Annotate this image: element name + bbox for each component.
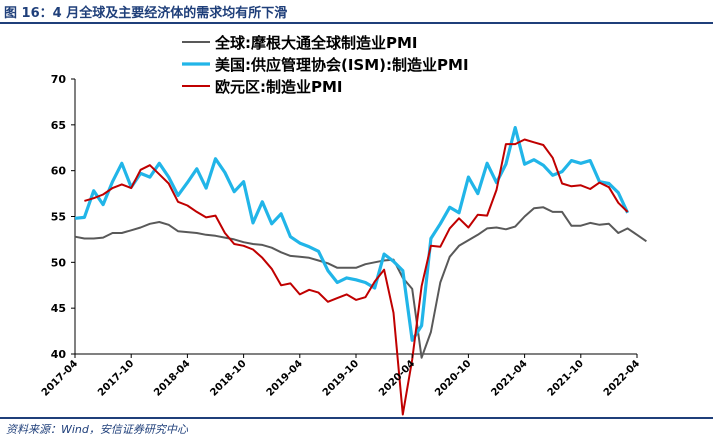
x-tick-label: 2022-04 — [602, 358, 642, 398]
footer-divider — [0, 417, 713, 419]
x-tick-label: 2018-04 — [152, 358, 192, 398]
series-line-3 — [84, 138, 629, 416]
series-line-1 — [74, 206, 647, 359]
x-tick-label: 2019-04 — [265, 358, 305, 398]
x-axis-ticks: 2017-04 2017-10 2018-04 2018-10 2019-04 2019-… — [40, 354, 642, 399]
y-tick-label: 40 — [51, 348, 67, 361]
y-tick-label: 60 — [51, 165, 67, 178]
chart-axes — [74, 79, 637, 355]
chart-series — [74, 125, 647, 416]
series-line-2 — [74, 125, 630, 342]
legend-label: 美国:供应管理协会(ISM):制造业PMI — [215, 56, 469, 74]
legend-label: 全球:摩根大通全球制造业PMI — [214, 34, 418, 52]
legend-label: 欧元区:制造业PMI — [215, 78, 343, 96]
y-tick-label: 45 — [51, 302, 66, 315]
y-axis-ticks: 40 45 50 55 60 65 70 — [51, 73, 75, 361]
y-tick-label: 65 — [51, 119, 66, 132]
chart-legend: 全球:摩根大通全球制造业PMI 美国:供应管理协会(ISM):制造业PMI 欧元区:… — [182, 34, 469, 96]
figure-title: 图 16：4 月全球及主要经济体的需求均有所下滑 — [4, 6, 288, 21]
source-note: 资料来源：Wind，安信证券研究中心 — [6, 423, 188, 436]
x-tick-label: 2020-10 — [433, 358, 473, 398]
x-tick-label: 2021-04 — [489, 358, 529, 398]
x-tick-label: 2018-10 — [208, 358, 248, 398]
x-tick-label: 2017-04 — [40, 358, 80, 398]
y-tick-label: 50 — [51, 256, 67, 269]
x-tick-label: 2017-10 — [96, 358, 136, 398]
x-tick-label: 2021-10 — [546, 358, 586, 398]
y-tick-label: 55 — [51, 211, 66, 224]
title-divider — [0, 22, 713, 24]
pmi-line-chart: 全球:摩根大通全球制造业PMI 美国:供应管理协会(ISM):制造业PMI 欧元区:… — [40, 34, 647, 416]
x-tick-label: 2019-10 — [321, 358, 361, 398]
y-tick-label: 70 — [51, 73, 67, 86]
